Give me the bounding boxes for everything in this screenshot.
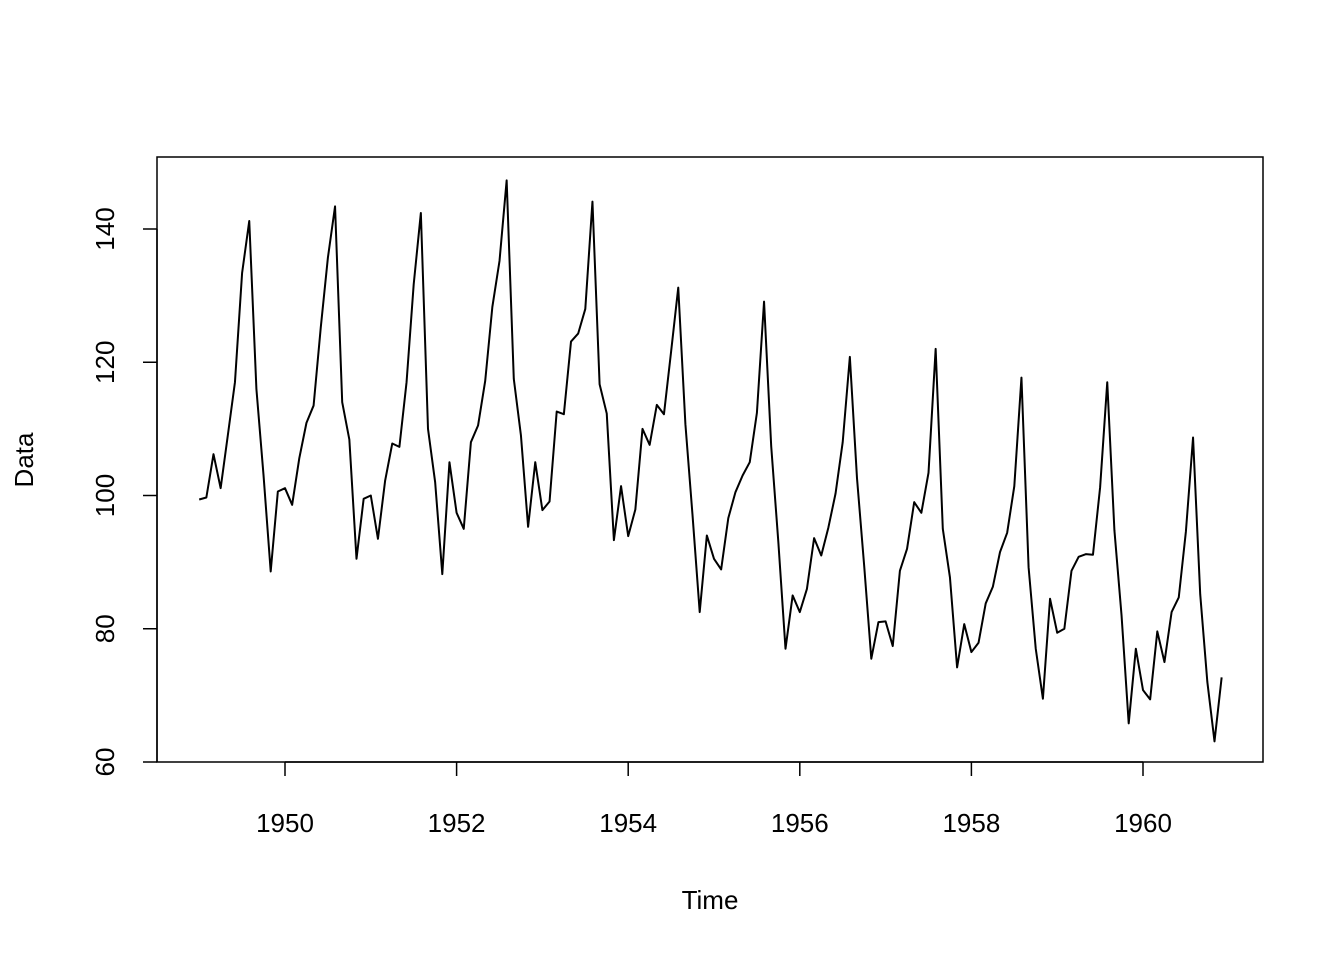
series-line — [198, 179, 1223, 743]
y-tick-label: 120 — [90, 341, 120, 384]
x-axis: 1950 1952 1954 1956 1958 1960 — [256, 761, 1172, 838]
x-tick-label: 1958 — [942, 808, 1000, 838]
y-tick-label: 100 — [90, 474, 120, 517]
y-axis-label: Data — [9, 432, 39, 487]
plot-frame — [156, 156, 1264, 763]
x-tick-label: 1960 — [1114, 808, 1172, 838]
y-tick-label: 140 — [90, 207, 120, 250]
x-axis-label: Time — [682, 885, 739, 915]
x-tick-label: 1954 — [599, 808, 657, 838]
x-tick-label: 1952 — [428, 808, 486, 838]
x-tick-label: 1956 — [771, 808, 829, 838]
y-axis: 60 80 100 120 140 — [90, 207, 158, 777]
x-tick-label: 1950 — [256, 808, 314, 838]
y-tick-label: 80 — [90, 614, 120, 643]
y-tick-label: 60 — [90, 748, 120, 777]
